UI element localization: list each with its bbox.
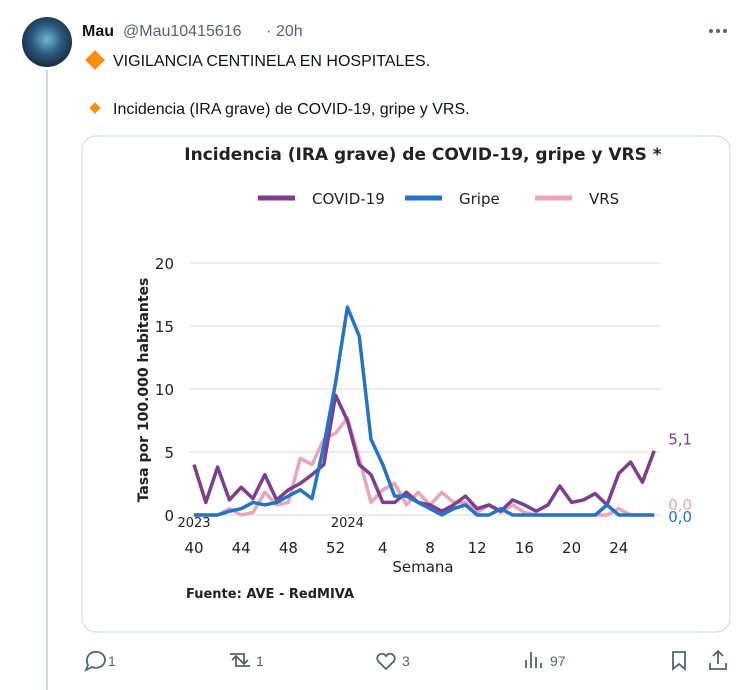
end-label: 5,1: [668, 431, 692, 449]
repost-count: 1: [256, 653, 264, 669]
year-label: 2023: [177, 516, 210, 531]
like-count: 3: [402, 653, 410, 669]
x-tick-label: 12: [468, 539, 487, 557]
views-icon[interactable]: [525, 652, 542, 668]
x-tick-label: 16: [515, 539, 534, 557]
repost-icon[interactable]: [230, 653, 250, 667]
chart-title: Incidencia (IRA grave) de COVID-19, grip…: [184, 145, 662, 165]
y-tick-label: 10: [155, 381, 174, 399]
x-tick-label: 8: [425, 539, 435, 557]
timestamp[interactable]: 20h: [276, 23, 303, 40]
y-axis-title: Tasa por 100.000 habitantes: [136, 278, 152, 503]
separator: ·: [266, 23, 271, 40]
end-label: 0,0: [668, 496, 692, 514]
diamond-icon: [85, 50, 105, 70]
y-tick-label: 0: [164, 507, 174, 525]
x-tick-label: 48: [279, 539, 298, 557]
legend-label: COVID-19: [312, 190, 385, 208]
x-tick-label: 44: [232, 539, 251, 557]
x-tick-label: 4: [378, 539, 388, 557]
avatar[interactable]: [22, 17, 72, 67]
like-icon[interactable]: [376, 652, 396, 671]
legend-label: Gripe: [459, 190, 500, 208]
chart: Incidencia (IRA grave) de COVID-19, grip…: [136, 145, 692, 602]
tweet-line: Incidencia (IRA grave) de COVID-19, grip…: [113, 101, 470, 118]
user-name[interactable]: Mau: [82, 23, 114, 40]
views-count: 97: [550, 653, 566, 669]
reply-count: 1: [108, 653, 116, 669]
action-icons: [84, 649, 727, 672]
reply-icon[interactable]: [84, 650, 106, 672]
x-tick-label: 20: [562, 539, 581, 557]
source: Fuente: AVE - RedMIVA: [186, 587, 354, 602]
x-tick-label: 52: [326, 539, 345, 557]
series-line: [194, 305, 655, 517]
bookmark-icon[interactable]: [672, 651, 686, 671]
x-tick-label: 40: [184, 539, 203, 557]
y-tick-label: 15: [155, 318, 174, 336]
year-label: 2024: [331, 516, 364, 531]
more-button[interactable]: [709, 29, 727, 33]
user-handle[interactable]: @Mau10415616: [123, 23, 242, 40]
end-label: 0,0: [668, 508, 692, 526]
x-axis-title: Semana: [392, 558, 453, 576]
tweet-line: VIGILANCIA CENTINELA EN HOSPITALES.: [113, 53, 430, 70]
y-tick-label: 20: [155, 255, 174, 273]
y-tick-label: 5: [164, 444, 174, 462]
legend-label: VRS: [589, 190, 619, 208]
share-icon[interactable]: [709, 649, 727, 670]
x-tick-label: 24: [609, 539, 628, 557]
